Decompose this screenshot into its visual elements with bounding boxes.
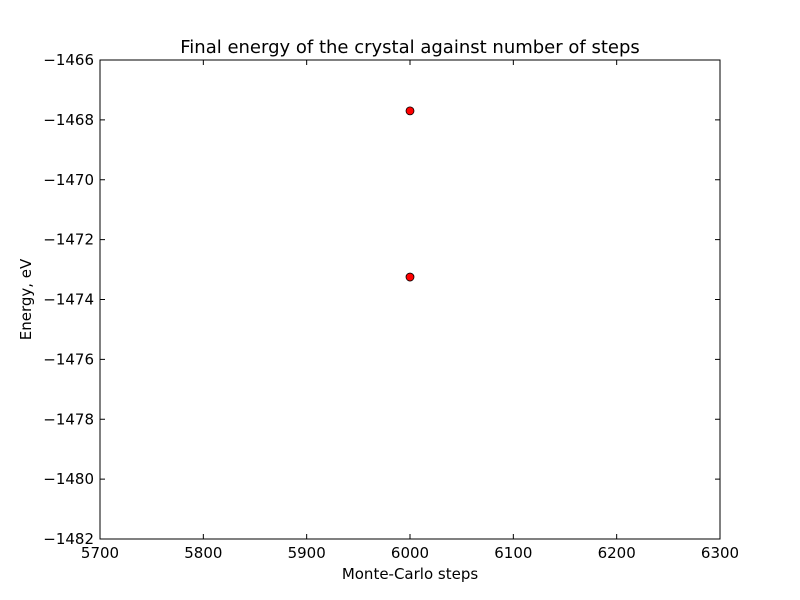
y-tick-label: −1472	[43, 231, 94, 249]
x-tick-label: 6000	[391, 544, 429, 562]
x-tick-label: 5900	[288, 544, 326, 562]
plot-area: 5700 5800 5900 6000 6100 6200 6300 −1466 −1468 −1…	[43, 51, 739, 562]
y-tick-label: −1468	[43, 111, 94, 129]
y-tick-label: −1480	[43, 470, 94, 488]
x-tick-label: 6200	[598, 544, 636, 562]
y-tick-label: −1482	[43, 530, 94, 548]
x-tick-label: 6300	[701, 544, 739, 562]
data-point	[405, 272, 415, 282]
data-point	[405, 106, 415, 116]
y-axis-label: Energy, eV	[17, 258, 35, 340]
x-tick-label: 6100	[494, 544, 532, 562]
y-tick-label: −1466	[43, 51, 94, 69]
plot-background	[100, 60, 720, 539]
y-tick-label: −1474	[43, 291, 94, 309]
chart-title: Final energy of the crystal against numb…	[180, 37, 640, 58]
x-tick-label: 5800	[184, 544, 222, 562]
y-tick-label: −1478	[43, 410, 94, 428]
y-tick-label: −1476	[43, 350, 94, 368]
axis-ticks: 5700 5800 5900 6000 6100 6200 6300 −1466 −1468 −1…	[43, 51, 739, 562]
data-points	[405, 106, 415, 282]
plot-frame	[99, 59, 721, 540]
y-tick-label: −1470	[43, 171, 94, 189]
x-axis-label: Monte-Carlo steps	[342, 565, 479, 583]
x-tick-label: 5700	[81, 544, 119, 562]
